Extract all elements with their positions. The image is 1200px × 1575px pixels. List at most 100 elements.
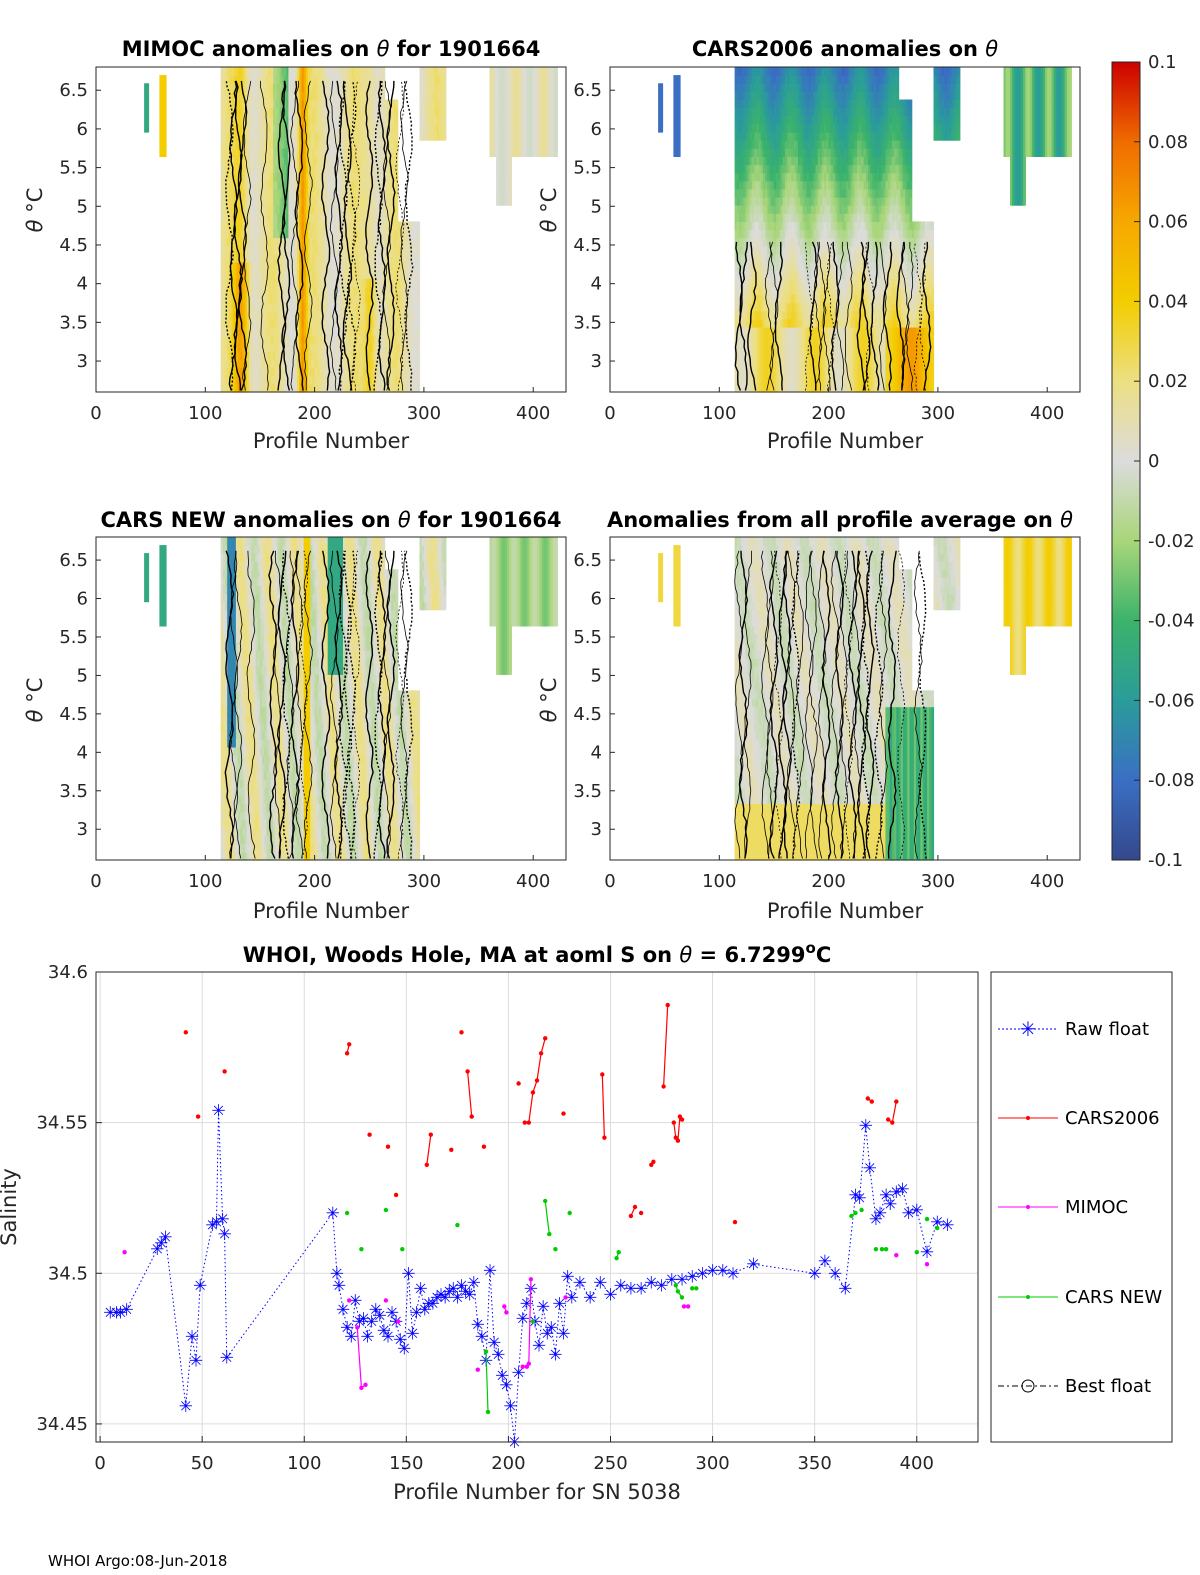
heatmap-cell <box>517 67 521 76</box>
heatmap-cell <box>776 335 779 344</box>
heatmap-cell <box>367 278 370 287</box>
heatmap-cell <box>765 67 768 76</box>
heatmap-cell <box>741 67 744 76</box>
heatmap-cell <box>321 205 324 214</box>
heatmap-cell <box>345 123 348 133</box>
heatmap-cell <box>301 197 305 206</box>
heatmap-cell <box>393 286 397 296</box>
heatmap-cell <box>273 91 276 101</box>
heatmap-cell <box>303 335 307 344</box>
heatmap-cell <box>264 294 268 304</box>
heatmap-cell <box>758 123 762 133</box>
heatmap-cell <box>550 140 554 149</box>
heatmap-cell <box>229 197 233 206</box>
heatmap-cell <box>220 75 224 84</box>
heatmap-cell <box>404 375 407 385</box>
heatmap-cell <box>294 351 298 361</box>
heatmap-cell <box>364 327 368 336</box>
heatmap-cell <box>747 270 751 279</box>
heatmap-cell <box>736 343 740 352</box>
heatmap-cell <box>310 245 313 255</box>
heatmap-cell <box>290 180 294 190</box>
heatmap-cell <box>249 148 252 157</box>
heatmap-cell <box>249 107 252 117</box>
heatmap-cell <box>756 229 760 239</box>
heatmap-cell <box>747 91 751 101</box>
heatmap-cell <box>286 164 289 174</box>
heatmap-cell <box>743 310 747 320</box>
heatmap-cell <box>754 335 758 344</box>
heatmap-cell <box>758 115 762 125</box>
heatmap-cell <box>299 99 303 109</box>
heatmap-cell <box>349 318 353 328</box>
heatmap-cell <box>745 270 749 279</box>
heatmap-cell <box>736 197 740 206</box>
heatmap-cell <box>229 318 233 328</box>
heatmap-cell <box>281 197 285 206</box>
heatmap-cell <box>163 132 167 141</box>
heatmap-cell <box>343 172 346 182</box>
heatmap-cell <box>504 197 508 206</box>
heatmap-cell <box>439 83 442 92</box>
heatmap-cell <box>406 367 410 377</box>
heatmap-cell <box>734 197 738 206</box>
heatmap-cell <box>434 115 438 125</box>
heatmap-cell <box>332 140 335 149</box>
heatmap-cell <box>360 286 364 296</box>
heatmap-cell <box>367 294 370 304</box>
heatmap-cell <box>354 286 357 296</box>
heatmap-cell <box>384 253 388 263</box>
heatmap-cell <box>277 123 281 133</box>
heatmap-cell <box>249 140 252 149</box>
heatmap-cell <box>382 205 386 214</box>
heatmap-cell <box>301 335 305 344</box>
heatmap-cell <box>443 115 447 125</box>
heatmap-cell <box>360 156 364 166</box>
heatmap-cell <box>273 83 276 92</box>
heatmap-cell <box>739 253 742 263</box>
heatmap-cell <box>752 270 755 279</box>
heatmap-cell <box>375 205 379 214</box>
heatmap-cell <box>369 367 373 377</box>
heatmap-cell <box>249 375 252 385</box>
heatmap-cell <box>284 343 287 352</box>
heatmap-cell <box>255 278 259 287</box>
heatmap-cell <box>340 335 344 344</box>
heatmap-cell <box>358 188 362 198</box>
heatmap-cell <box>332 310 335 320</box>
heatmap-cell <box>782 294 786 304</box>
heatmap-cell <box>345 75 348 84</box>
heatmap-cell <box>231 75 235 84</box>
heatmap-cell <box>229 310 233 320</box>
heatmap-cell <box>338 359 342 369</box>
heatmap-cell <box>227 107 230 117</box>
heatmap-cell <box>378 67 381 76</box>
heatmap-cell <box>430 132 434 141</box>
heatmap-cell <box>327 351 331 361</box>
heatmap-cell <box>382 197 386 206</box>
heatmap-cell <box>763 359 766 369</box>
heatmap-cell <box>308 310 311 320</box>
heatmap-cell <box>752 294 755 304</box>
heatmap-cell <box>360 148 364 157</box>
heatmap-cell <box>760 229 764 239</box>
heatmap-cell <box>284 375 287 385</box>
heatmap-cell <box>235 375 239 385</box>
heatmap-cell <box>288 359 292 369</box>
heatmap-cell <box>763 270 766 279</box>
heatmap-cell <box>257 197 261 206</box>
heatmap-cell <box>439 132 442 141</box>
heatmap-cell <box>227 270 230 279</box>
heatmap-cell <box>268 180 272 190</box>
heatmap-cell <box>332 229 335 239</box>
heatmap-cell <box>220 262 224 271</box>
heatmap-cell <box>231 213 235 222</box>
heatmap-cell <box>369 205 373 214</box>
heatmap-cell <box>763 375 766 385</box>
heatmap-cell <box>249 286 252 296</box>
heatmap-cell <box>741 148 744 157</box>
heatmap-cell <box>251 302 254 312</box>
heatmap-cell <box>548 148 552 157</box>
heatmap-cell <box>238 148 241 157</box>
heatmap-cell <box>288 188 292 198</box>
